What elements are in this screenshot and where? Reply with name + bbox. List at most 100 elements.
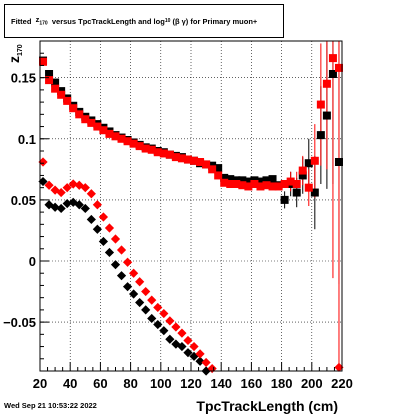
data-point [244, 177, 253, 186]
data-point [56, 187, 66, 198]
title-versus: versus TpcTrackLength and log [51, 16, 165, 26]
y-axis-title-sub: 170 [17, 44, 24, 56]
data-point [214, 171, 223, 180]
data-point [129, 139, 138, 148]
data-point [171, 339, 181, 349]
data-point [226, 175, 235, 184]
data-point [328, 70, 337, 78]
data-point [310, 188, 319, 197]
title-suffix: for Primary muon+ [190, 16, 258, 26]
data-point [75, 110, 84, 119]
data-point [51, 78, 60, 87]
data-point [201, 357, 211, 368]
data-point [87, 118, 96, 127]
data-point [68, 197, 78, 207]
timestamp: Wed Sep 21 10:53:22 2022 [4, 401, 97, 410]
x-tick-label: 200 [301, 376, 323, 391]
data-point [99, 126, 108, 135]
data-point [298, 171, 307, 180]
x-tick-label: 80 [123, 376, 137, 391]
data-point [110, 234, 121, 244]
data-point [238, 176, 247, 185]
x-tick-label: 20 [33, 376, 47, 391]
data-point [286, 177, 295, 186]
data-point [62, 198, 72, 209]
data-point [220, 178, 229, 187]
data-point [310, 156, 319, 165]
data-point [104, 223, 115, 233]
data-point [226, 180, 235, 188]
data-point [45, 76, 54, 85]
data-point [274, 182, 283, 191]
data-point [116, 245, 127, 255]
data-point [111, 132, 120, 141]
data-point [183, 155, 192, 164]
data-point [44, 180, 54, 190]
data-point [159, 326, 169, 336]
data-point [268, 175, 277, 184]
data-point [141, 286, 151, 297]
data-point [38, 176, 48, 187]
data-point [159, 308, 169, 319]
x-tick-label: 120 [180, 376, 202, 391]
data-point [165, 334, 175, 344]
data-point [116, 271, 127, 281]
data-point [280, 180, 289, 188]
data-point [322, 79, 331, 88]
data-point [316, 131, 325, 140]
data-point [51, 84, 60, 93]
data-point [183, 348, 193, 358]
data-point [105, 129, 114, 138]
data-point [68, 179, 78, 189]
data-point [147, 313, 157, 324]
data-point [129, 289, 139, 299]
x-tick-label: 100 [150, 376, 172, 391]
data-point [183, 335, 193, 346]
data-point [45, 70, 54, 78]
data-point [80, 183, 90, 193]
data-point [159, 149, 168, 158]
data-point [62, 183, 72, 193]
data-point [135, 142, 144, 151]
data-point [147, 145, 156, 154]
data-point [153, 319, 163, 330]
data-point [177, 154, 186, 163]
data-point [74, 200, 84, 210]
title-fitted: Fitted [11, 16, 32, 26]
data-point [262, 181, 271, 190]
y-axis-title-z: z [6, 56, 22, 63]
data-point [86, 214, 96, 225]
title-z: z170 [35, 15, 48, 27]
data-point [244, 182, 253, 191]
data-point [177, 341, 187, 352]
x-tick-label: 160 [241, 376, 263, 391]
data-point [232, 180, 241, 188]
x-axis-title: TpcTrackLength (cm) [196, 398, 338, 414]
data-point [292, 180, 301, 188]
data-point [304, 183, 313, 192]
data-point [195, 349, 205, 359]
data-point [250, 180, 259, 188]
data-point [280, 195, 289, 204]
data-point [177, 328, 187, 338]
data-point [165, 316, 175, 326]
data-point [322, 111, 331, 120]
data-point [220, 173, 229, 182]
data-point [292, 188, 301, 197]
data-point [80, 203, 90, 214]
data-point [57, 90, 66, 99]
data-point [214, 164, 223, 173]
y-axis-title: z170 [6, 44, 24, 63]
data-point [171, 322, 181, 332]
data-point [238, 181, 247, 190]
data-point [86, 189, 96, 199]
y-tick-label: −0.05 [3, 315, 36, 330]
data-point [262, 176, 271, 185]
data-point [129, 268, 139, 278]
data-point [50, 202, 60, 212]
data-point [208, 165, 217, 174]
data-point [38, 157, 48, 167]
data-point [298, 166, 307, 175]
x-tick-label: 40 [63, 376, 77, 391]
